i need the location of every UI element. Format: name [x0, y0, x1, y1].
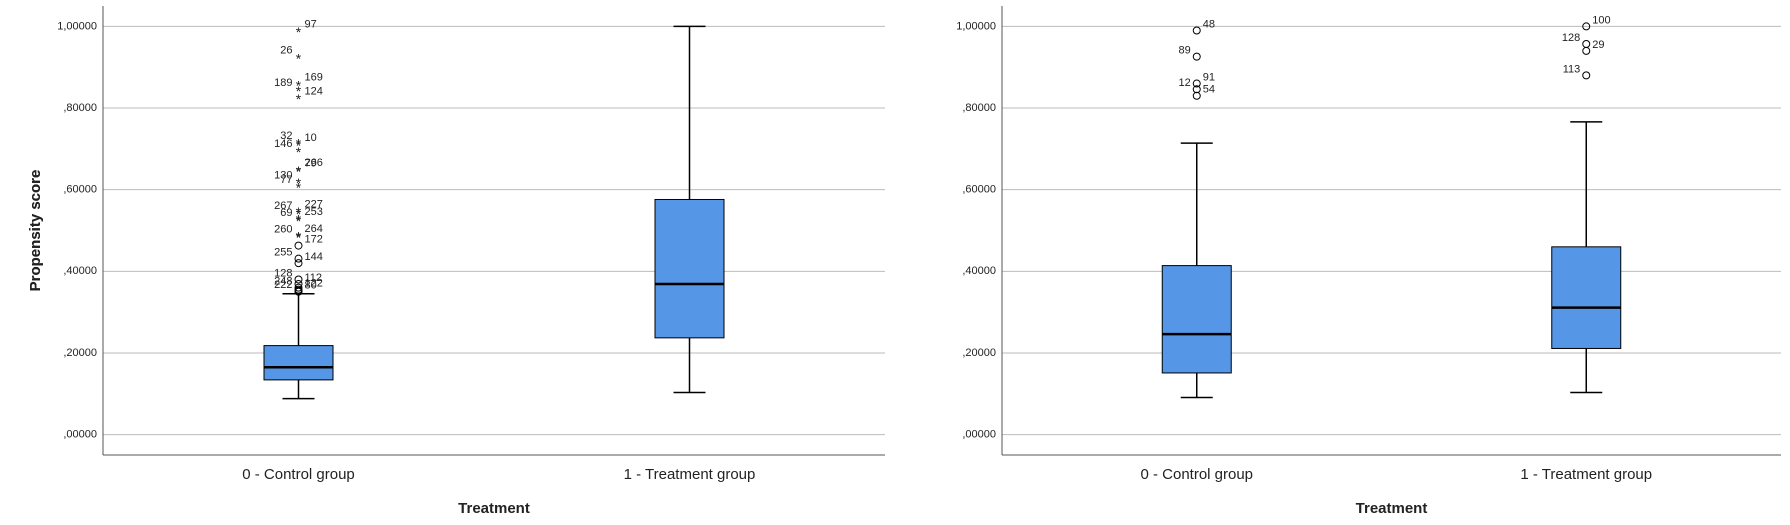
- outlier-marker: [1192, 26, 1201, 35]
- outlier-label: 100: [1592, 14, 1610, 26]
- outlier-marker: [1192, 91, 1201, 100]
- outlier-label: 122: [305, 278, 323, 290]
- outlier-marker: [294, 254, 303, 263]
- y-tick-label: ,80000: [63, 102, 97, 114]
- outlier-marker: [1582, 22, 1591, 31]
- extreme-marker: *: [296, 77, 302, 93]
- outlier-label: 222: [274, 279, 292, 291]
- outlier-marker: [1192, 79, 1201, 88]
- extreme-marker: *: [296, 204, 302, 220]
- outlier-label: 54: [1203, 84, 1215, 96]
- outlier-marker: [1582, 71, 1591, 80]
- outlier-marker: [294, 275, 303, 284]
- extreme-marker: *: [296, 24, 302, 40]
- outlier-label: 266: [305, 157, 323, 169]
- extreme-marker: *: [296, 180, 302, 196]
- outlier-label: 79: [305, 158, 317, 170]
- extreme-marker: *: [296, 206, 302, 222]
- outlier-label: 128: [274, 267, 292, 279]
- outlier-marker: [1582, 46, 1591, 55]
- y-tick-label: ,20000: [962, 347, 996, 359]
- outlier-label: 113: [1563, 63, 1581, 75]
- y-tick-label: ,60000: [63, 184, 97, 196]
- extreme-marker: *: [296, 138, 302, 154]
- extreme-marker: *: [296, 229, 302, 245]
- extreme-marker: *: [296, 50, 302, 66]
- y-tick-label: ,00000: [962, 428, 996, 440]
- outlier-label: 32: [280, 130, 292, 142]
- extreme-marker: *: [296, 230, 302, 246]
- y-tick-label: ,20000: [63, 347, 97, 359]
- outlier-label: 264: [305, 223, 323, 235]
- x-axis-title: Treatment: [1356, 500, 1428, 517]
- outlier-marker: [1192, 52, 1201, 61]
- x-axis-title: Treatment: [458, 500, 530, 517]
- y-tick-label: 1,00000: [956, 20, 996, 32]
- extreme-marker: *: [296, 91, 302, 107]
- outlier-label: 69: [280, 207, 292, 219]
- outlier-label: 146: [274, 138, 292, 150]
- y-axis-title: Propensity score: [27, 170, 44, 292]
- extreme-marker: *: [296, 83, 302, 99]
- x-tick-label: 0 - Control group: [1140, 466, 1253, 483]
- box: [1551, 246, 1622, 349]
- outlier-label: 80: [305, 280, 317, 292]
- outlier-label: 172: [305, 234, 323, 246]
- y-tick-label: ,80000: [962, 102, 996, 114]
- x-tick-label: 1 - Treatment group: [1520, 466, 1652, 483]
- outlier-label: 91: [1203, 71, 1215, 83]
- outlier-label: 124: [305, 85, 323, 97]
- outlier-label: 169: [305, 71, 323, 83]
- box: [654, 198, 725, 339]
- outlier-label: 77: [280, 174, 292, 186]
- outlier-label: 112: [305, 272, 323, 284]
- outlier-label: 97: [305, 18, 317, 30]
- outlier-label: 10: [305, 132, 317, 144]
- outlier-marker: [294, 241, 303, 250]
- extreme-marker: *: [296, 144, 302, 160]
- outlier-marker: [1582, 39, 1591, 48]
- outlier-label: 189: [274, 77, 292, 89]
- y-tick-label: ,00000: [63, 428, 97, 440]
- outlier-label: 48: [1203, 18, 1215, 30]
- outlier-marker: [294, 259, 303, 268]
- x-tick-label: 1 - Treatment group: [624, 466, 756, 483]
- extreme-marker: *: [296, 163, 302, 179]
- outlier-label: 12: [1179, 77, 1191, 89]
- x-tick-label: 0 - Control group: [242, 466, 355, 483]
- extreme-marker: *: [296, 163, 302, 179]
- outlier-marker: [294, 283, 303, 292]
- extreme-marker: *: [296, 212, 302, 228]
- outlier-label: 128: [1562, 32, 1580, 44]
- outlier-label: 255: [274, 247, 292, 259]
- outlier-label: 248: [274, 276, 292, 288]
- outlier-label: 144: [305, 251, 323, 263]
- extreme-marker: *: [296, 213, 302, 229]
- outlier-label: 29: [1592, 39, 1604, 51]
- outlier-label: 253: [305, 206, 323, 218]
- outlier-label: 89: [1179, 45, 1191, 57]
- extreme-marker: *: [296, 175, 302, 191]
- y-axis-title: Propensity score: [27, 170, 44, 292]
- y-tick-label: 1,00000: [57, 20, 97, 32]
- box: [263, 345, 334, 381]
- y-tick-label: ,40000: [962, 265, 996, 277]
- y-tick-label: ,60000: [962, 184, 996, 196]
- outlier-label: 260: [274, 224, 292, 236]
- outlier-marker: [294, 287, 303, 296]
- outlier-label: 26: [280, 45, 292, 57]
- outlier-label: 227: [305, 198, 323, 210]
- y-tick-label: ,40000: [63, 265, 97, 277]
- outlier-label: 130: [274, 169, 292, 181]
- box: [1161, 265, 1232, 374]
- outlier-label: 267: [274, 200, 292, 212]
- extreme-marker: *: [296, 136, 302, 152]
